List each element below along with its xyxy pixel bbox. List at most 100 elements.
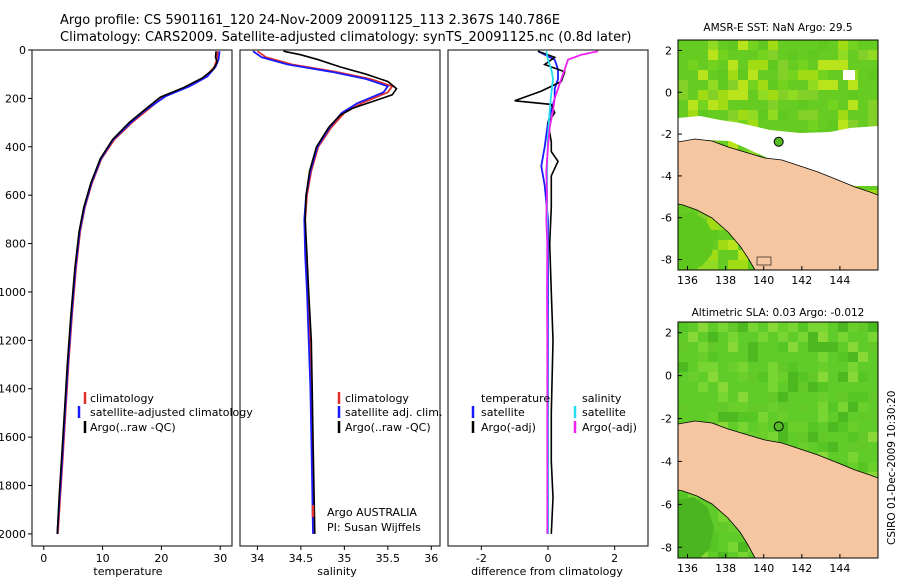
series-line-3	[545, 50, 599, 534]
field-cell	[688, 332, 698, 342]
field-cell	[808, 322, 818, 332]
map-x-tick-label: 140	[753, 562, 774, 575]
salinity-panel: 34 34.5 35 35.5 36 salinity climatology sate…	[239, 49, 442, 578]
field-cell	[868, 70, 878, 80]
temperature-y-axis: 0 200 400 600 800 1000 1200 1400 1600 1800 2000	[0, 44, 32, 541]
field-cell	[718, 382, 728, 392]
legend-label-sal-argo: Argo(-adj)	[582, 421, 637, 434]
sla-map-panel: Altimetric SLA: 0.03 Argo: -0.012 136 138…	[661, 307, 879, 575]
temperature-series	[56, 51, 221, 534]
field-cell	[788, 90, 798, 100]
field-cell	[848, 372, 858, 382]
field-cell	[858, 402, 868, 412]
field-cell	[798, 422, 808, 432]
field-cell	[838, 40, 848, 50]
legend-label-sal-satellite: satellite	[582, 406, 626, 419]
field-cell	[768, 372, 778, 382]
field-cell	[718, 90, 728, 100]
field-cell	[738, 552, 748, 558]
field-cell	[758, 60, 768, 70]
legend-label-satellite-adjusted: satellite adj. clim.	[345, 406, 442, 419]
field-cell	[758, 80, 768, 90]
field-cell	[788, 382, 798, 392]
field-cell	[828, 422, 838, 432]
field-cell	[698, 90, 708, 100]
field-cell	[708, 80, 718, 90]
field-cell	[778, 362, 788, 372]
y-tick-label: 2000	[0, 528, 26, 541]
field-cell	[738, 322, 748, 332]
field-cell	[778, 80, 788, 90]
legend-title-salinity: salinity	[582, 392, 622, 405]
map-x-tick-label: 144	[829, 274, 850, 287]
field-cell	[808, 422, 818, 432]
field-cell	[768, 382, 778, 392]
field-cell	[728, 40, 738, 50]
field-cell	[708, 40, 718, 50]
field-cell	[728, 362, 738, 372]
field-cell	[838, 352, 848, 362]
field-cell	[848, 402, 858, 412]
field-cell	[838, 372, 848, 382]
field-cell	[798, 402, 808, 412]
field-cell	[728, 60, 738, 70]
sla-map-axes: 136 138 140 142 144 2 0 -2 -4 -6 -8	[661, 327, 850, 575]
x-tick-label: -2	[476, 552, 487, 565]
field-cell	[818, 352, 828, 362]
sla-map-title: Altimetric SLA: 0.03 Argo: -0.012	[692, 307, 865, 319]
field-cell	[768, 90, 778, 100]
field-cell	[848, 452, 858, 462]
field-cell	[738, 362, 748, 372]
field-cell	[698, 362, 708, 372]
series-line-0	[57, 51, 219, 534]
field-cell	[818, 372, 828, 382]
field-cell	[708, 50, 718, 60]
map-y-tick-label: 2	[665, 44, 672, 57]
field-cell	[818, 392, 828, 402]
field-cell	[848, 90, 858, 100]
field-cell	[748, 322, 758, 332]
field-cell	[718, 402, 728, 412]
difference-legend: temperature salinity satellite Argo(-adj…	[471, 392, 637, 434]
field-cell	[778, 432, 788, 442]
field-cell	[758, 422, 768, 432]
field-cell	[788, 50, 798, 60]
legend-label-climatology: climatology	[90, 392, 154, 405]
field-cell	[708, 342, 718, 352]
field-cell	[678, 322, 688, 332]
sla-map-frame	[677, 321, 879, 559]
field-cell	[828, 342, 838, 352]
legend-label-temp-satellite: satellite	[481, 406, 525, 419]
field-cell	[828, 60, 838, 70]
field-cell	[868, 392, 878, 402]
field-cell	[808, 80, 818, 90]
x-tick-label: 2	[611, 552, 618, 565]
field-cell	[838, 322, 848, 332]
sst-land-new-guinea	[678, 138, 878, 270]
field-cell	[728, 260, 738, 270]
field-cell	[728, 140, 738, 150]
field-cell	[758, 50, 768, 60]
field-cell	[848, 442, 858, 452]
x-tick-label: 0	[545, 552, 552, 565]
field-cell	[738, 90, 748, 100]
field-cell	[738, 110, 748, 120]
field-cell	[798, 90, 808, 100]
field-cell	[708, 100, 718, 110]
y-tick-label: 1200	[0, 334, 26, 347]
field-cell	[778, 70, 788, 80]
field-cell	[718, 412, 728, 422]
field-cell	[758, 110, 768, 120]
y-tick-label: 1600	[0, 431, 26, 444]
salinity-x-label: salinity	[317, 565, 357, 578]
series-line-2	[283, 50, 398, 534]
field-cell	[748, 40, 758, 50]
map-y-tick-label: -6	[661, 498, 672, 511]
field-cell	[748, 70, 758, 80]
salinity-series	[252, 50, 398, 534]
field-cell	[808, 382, 818, 392]
map-y-tick-label: -4	[661, 455, 672, 468]
field-cell	[698, 210, 708, 220]
field-cell	[768, 80, 778, 90]
field-cell	[848, 432, 858, 442]
